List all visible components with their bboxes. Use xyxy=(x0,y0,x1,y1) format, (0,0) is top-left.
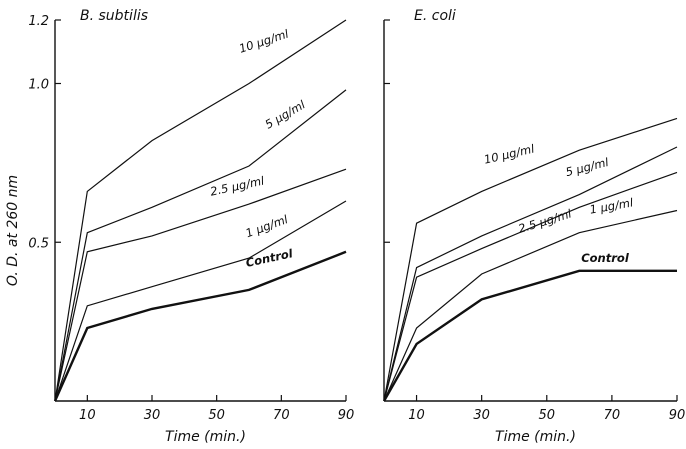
series-label-2-5-ug-ml: 2.5 μg/ml xyxy=(209,173,266,198)
y-tick-label: 1.2 xyxy=(28,14,49,29)
series-line-control xyxy=(382,269,677,402)
y-tick-label: 1.0 xyxy=(28,78,49,93)
series-label-control: Control xyxy=(581,251,630,265)
y-tick-label: 0.5 xyxy=(28,236,49,251)
series-line-1-ug-ml xyxy=(54,200,347,402)
x-tick-label: 30 xyxy=(473,408,490,423)
x-tick-label: 10 xyxy=(79,408,96,423)
x-tick-label: 30 xyxy=(144,408,161,423)
series-label-1-ug-ml: 1 μg/ml xyxy=(588,195,634,217)
series-line-control xyxy=(53,250,347,402)
series-label-1-ug-ml: 1 μg/ml xyxy=(244,212,291,240)
series-label-control: Control xyxy=(244,246,294,270)
series-label-2-5-ug-ml: 2.5 μg/ml xyxy=(517,206,574,236)
series-line-2-5-ug-ml xyxy=(54,168,347,402)
series-line-2-5-ug-ml xyxy=(383,171,678,402)
series-line-5-ug-ml xyxy=(383,146,678,402)
series-label-10-ug-ml: 10 μg/ml xyxy=(483,141,537,166)
x-tick-label: 90 xyxy=(669,408,686,423)
y-axis-title: O. D. at 260 nm xyxy=(5,175,21,286)
series-label-5-ug-ml: 5 μg/ml xyxy=(263,97,309,131)
series-label-10-ug-ml: 10 μg/ml xyxy=(237,26,291,55)
x-tick-label: 10 xyxy=(408,408,425,423)
x-tick-label: 50 xyxy=(539,408,556,423)
chart-title: E. coli xyxy=(414,8,456,24)
x-axis-title: Time (min.) xyxy=(495,429,576,445)
chart-panel-b-subtilis: 0.5 1.0 1.2 10 30 50 70 90 Time (min.) O. D. at 2… xyxy=(5,8,354,445)
chart-panel-e-coli: 10 30 50 70 90 Time (min.) E. coli 10 μg/ml 5 μg… xyxy=(382,8,686,445)
x-tick-label: 90 xyxy=(338,408,355,423)
x-tick-label: 70 xyxy=(604,408,621,423)
series-line-1-ug-ml xyxy=(383,209,678,402)
series-line-5-ug-ml xyxy=(54,89,347,402)
x-tick-label: 50 xyxy=(208,408,225,423)
series-label-5-ug-ml: 5 μg/ml xyxy=(564,155,611,179)
series-line-10-ug-ml xyxy=(54,19,347,402)
x-axis-title: Time (min.) xyxy=(165,429,246,445)
x-tick-label: 70 xyxy=(273,408,290,423)
chart-title: B. subtilis xyxy=(80,8,148,24)
series-line-10-ug-ml xyxy=(383,117,678,402)
